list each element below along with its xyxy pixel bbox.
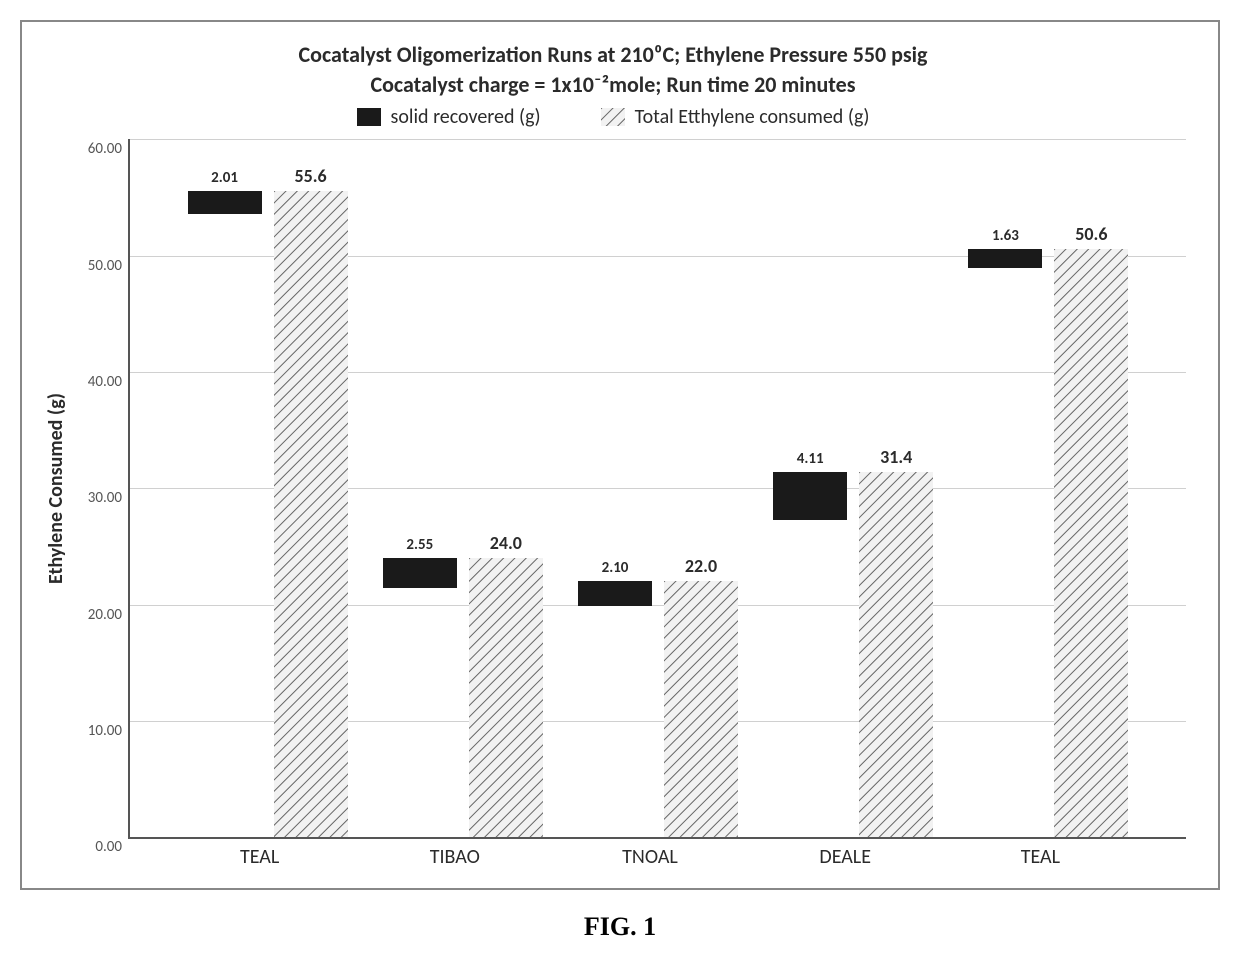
bar-group: 2.10 22.0 [578,581,738,837]
chart-title-line2: Cocatalyst charge = 1x10⁻²mole; Run time… [40,70,1186,100]
bar-value-label: 2.01 [211,169,238,187]
bar-value-label: 4.11 [797,450,824,468]
x-category-label: TEAL [1021,845,1060,869]
ytick-label: 20.00 [88,606,122,624]
gridline [130,139,1186,140]
x-category-label: TNOAL [622,845,678,869]
legend-label-hatched: Total Etthylene consumed (g) [635,105,870,129]
bar-ethylene-consumed: 55.6 [274,191,348,838]
bar-value-label: 2.10 [602,559,629,577]
y-axis-label: Ethylene Consumed (g) [40,139,72,839]
chart-title-line1: Cocatalyst Oligomerization Runs at 210⁰C… [40,40,1186,70]
plot-area: 2.0155.62.5524.02.1022.04.1131.41.6350.6 [128,139,1186,839]
ytick-label: 30.00 [88,489,122,507]
legend-item-hatched: Total Etthylene consumed (g) [601,105,870,129]
bar-value-label: 22.0 [685,555,717,577]
legend: solid recovered (g) Total Etthylene cons… [40,105,1186,129]
bar-value-label: 55.6 [295,165,327,187]
bar-solid-recovered: 4.11 [773,472,847,520]
bar-ethylene-consumed: 31.4 [859,472,933,837]
bar-ethylene-consumed: 22.0 [664,581,738,837]
bar-solid-recovered: 2.55 [383,558,457,588]
plot-wrap: Ethylene Consumed (g) 0.0010.0020.0030.0… [40,139,1186,839]
bar-solid-recovered: 2.01 [188,191,262,214]
chart-title: Cocatalyst Oligomerization Runs at 210⁰C… [40,40,1186,99]
bar-value-label: 2.55 [406,536,433,554]
x-axis-labels: TEAL TIBAO TNOAL DEALE TEAL [40,839,1186,869]
y-axis: 0.0010.0020.0030.0040.0050.0060.00 [72,139,128,839]
bar-ethylene-consumed: 50.6 [1054,249,1128,838]
ytick-label: 50.00 [88,257,122,275]
bar-ethylene-consumed: 24.0 [469,558,543,837]
bar-group: 2.01 55.6 [188,191,348,838]
ytick-label: 60.00 [88,140,122,158]
legend-item-solid: solid recovered (g) [357,105,541,129]
bar-value-label: 50.6 [1075,223,1107,245]
ytick-label: 10.00 [88,722,122,740]
legend-label-solid: solid recovered (g) [391,105,541,129]
legend-swatch-solid [357,108,381,126]
bar-group: 4.1131.4 [773,472,933,837]
x-category-label: TIBAO [430,845,480,869]
bar-value-label: 1.63 [992,227,1019,245]
x-category-label: TEAL [240,845,279,869]
bar-group: 2.55 24.0 [383,558,543,837]
x-category-label: DEALE [819,845,871,869]
chart-frame: Cocatalyst Oligomerization Runs at 210⁰C… [20,20,1220,890]
legend-swatch-hatched [601,108,625,126]
bar-value-label: 31.4 [880,446,912,468]
bar-solid-recovered: 1.63 [968,249,1042,268]
bar-solid-recovered: 2.10 [578,581,652,605]
figure-caption: FIG. 1 [20,912,1220,942]
ytick-label: 40.00 [88,373,122,391]
bar-value-label: 24.0 [490,532,522,554]
bar-group: 1.63 50.6 [968,249,1128,838]
